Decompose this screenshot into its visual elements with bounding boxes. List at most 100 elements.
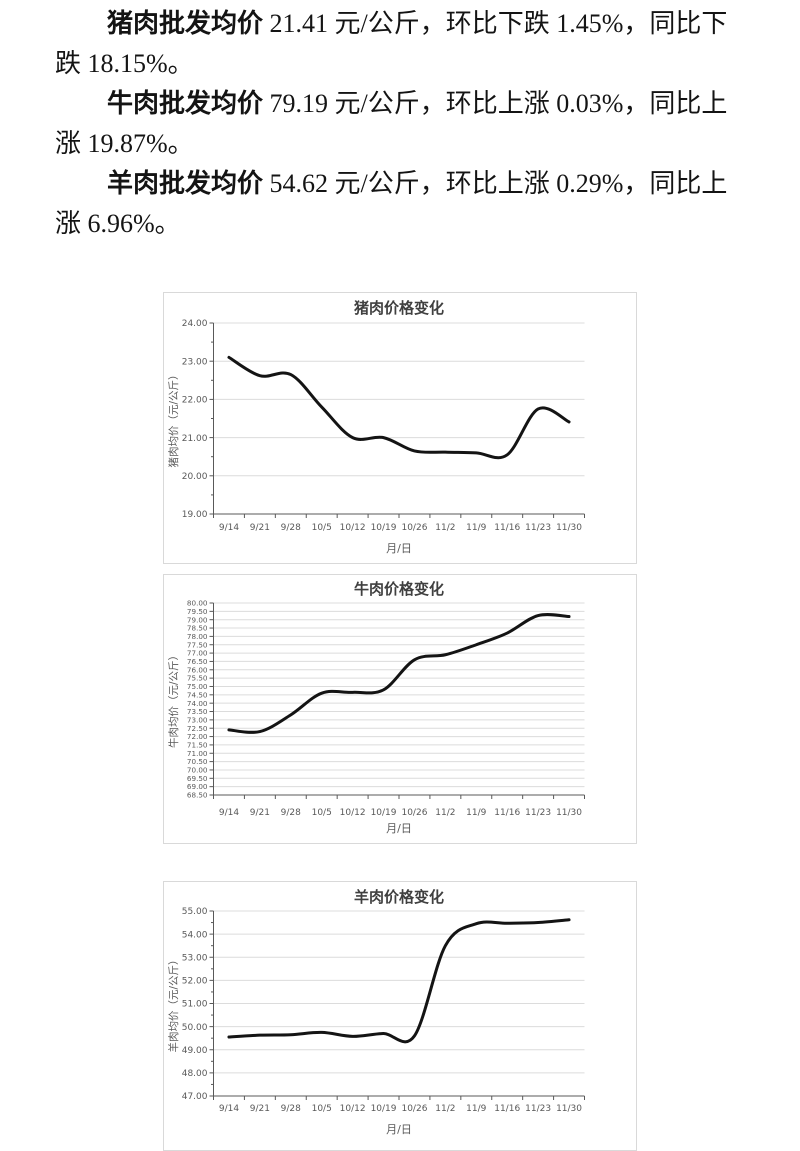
y-tick-label: 48.00 [182, 1069, 208, 1079]
y-tick-label: 74.50 [187, 690, 208, 699]
beef-summary-line-1: 牛肉批发均价 79.19 元/公斤，环比上涨 0.03%，同比上 [55, 84, 787, 124]
lamb-price-chart: 55.00 54.00 53.00 52.00 51.00 50.00 49.00 48.00… [163, 881, 637, 1151]
lamb-summary-line-1: 羊肉批发均价 54.62 元/公斤，环比上涨 0.29%，同比上 [55, 164, 787, 204]
y-tick-label: 75.00 [187, 682, 208, 691]
y-tick-label: 55.00 [182, 907, 208, 917]
x-tick-label: 11/9 [466, 523, 486, 533]
y-axis-title: 牛肉均价（元/公斤） [167, 650, 180, 748]
lamb-lead-label: 羊肉批发均价 [107, 169, 264, 198]
chart-title: 猪肉价格变化 [353, 299, 444, 317]
x-tick-label: 9/21 [250, 523, 270, 533]
y-tick-label: 70.50 [187, 757, 208, 766]
y-tick-label: 71.50 [187, 741, 208, 750]
price-line-series [227, 918, 571, 1044]
x-tick-label: 10/12 [340, 808, 366, 818]
x-tick-label: 11/2 [435, 808, 455, 818]
x-tick-label: 11/30 [556, 523, 582, 533]
y-axis-title: 猪肉均价（元/公斤） [167, 369, 180, 467]
beef-price-chart-svg: 80.0079.5079.0078.5078.0077.5077.0076.50… [167, 580, 585, 835]
beef-price-chart: 80.00 79.50 79.00 78.50 78.00 77.50 77.00 76.50… [163, 574, 637, 844]
x-tick-label: 9/28 [281, 808, 301, 818]
price-line-series [227, 612, 571, 734]
y-axis-title: 羊肉均价（元/公斤） [167, 954, 180, 1052]
y-tick-label: 74.00 [187, 699, 208, 708]
x-tick-label: 9/28 [281, 523, 301, 533]
y-tick-label: 76.50 [187, 657, 208, 666]
lamb-price-chart-svg: 55.00 54.00 53.00 52.00 51.00 50.00 49.00 48.00… [167, 888, 585, 1136]
lamb-summary-text-2: 涨 6.96%。 [55, 209, 181, 238]
x-tick-label: 10/19 [371, 523, 397, 533]
x-tick-label: 10/12 [340, 1104, 366, 1114]
y-tick-label: 79.50 [187, 607, 208, 616]
y-tick-label: 72.00 [187, 732, 208, 741]
y-tick-label: 71.00 [187, 749, 208, 758]
pork-price-chart: 24.00 23.00 22.00 21.00 20.00 19.00 9/14 9/21 9/… [163, 292, 637, 564]
x-tick-label: 10/19 [371, 1104, 397, 1114]
x-tick-label: 10/19 [371, 808, 397, 818]
x-tick-label: 10/5 [312, 808, 332, 818]
x-tick-label: 9/21 [250, 808, 270, 818]
x-tick-label: 11/16 [494, 808, 520, 818]
x-tick-label: 11/9 [466, 1104, 486, 1114]
y-tick-label: 68.50 [187, 791, 208, 800]
y-tick-label: 76.00 [187, 665, 208, 674]
y-tick-label: 73.00 [187, 715, 208, 724]
beef-summary-line-2: 涨 19.87%。 [55, 124, 787, 164]
y-tick-label: 23.00 [182, 357, 208, 367]
x-tick-label: 11/16 [494, 1104, 520, 1114]
x-axis-title: 月/日 [386, 542, 412, 555]
y-tick-label: 47.00 [182, 1092, 208, 1102]
y-tick-label: 79.00 [187, 615, 208, 624]
y-tick-label: 70.00 [187, 766, 208, 775]
x-tick-label: 10/12 [340, 523, 366, 533]
x-tick-label: 10/26 [401, 808, 427, 818]
y-tick-label: 49.00 [182, 1046, 208, 1056]
x-axis-title: 月/日 [386, 1123, 412, 1136]
pork-lead-label: 猪肉批发均价 [107, 9, 264, 38]
y-tick-label: 78.00 [187, 632, 208, 641]
pork-summary-text: 21.41 元/公斤，环比下跌 1.45%，同比下 [263, 9, 728, 38]
x-tick-label: 10/5 [312, 523, 332, 533]
y-tick-label: 78.50 [187, 624, 208, 633]
x-axis-title: 月/日 [386, 822, 412, 835]
x-tick-label: 11/30 [556, 1104, 582, 1114]
lamb-summary-line-2: 涨 6.96%。 [55, 204, 787, 244]
x-tick-label: 9/21 [250, 1104, 270, 1114]
x-tick-label: 11/23 [525, 1104, 551, 1114]
y-tick-label: 22.00 [182, 396, 208, 406]
y-tick-label: 24.00 [182, 319, 208, 329]
y-tick-label: 73.50 [187, 707, 208, 716]
x-tick-label: 9/14 [219, 523, 239, 533]
x-tick-label: 10/5 [312, 1104, 332, 1114]
y-tick-label: 51.00 [182, 1000, 208, 1010]
y-tick-label: 50.00 [182, 1023, 208, 1033]
lamb-summary-text: 54.62 元/公斤，环比上涨 0.29%，同比上 [263, 169, 728, 198]
y-tick-label: 75.50 [187, 674, 208, 683]
y-tick-label: 69.00 [187, 782, 208, 791]
x-tick-label: 9/14 [219, 1104, 239, 1114]
pork-summary-line-2: 跌 18.15%。 [55, 44, 787, 84]
price-line-series [227, 355, 571, 460]
x-tick-label: 9/14 [219, 808, 239, 818]
beef-summary-text: 79.19 元/公斤，环比上涨 0.03%，同比上 [263, 89, 728, 118]
y-tick-label: 80.00 [187, 599, 208, 608]
x-tick-label: 11/30 [556, 808, 582, 818]
x-tick-label: 10/26 [401, 1104, 427, 1114]
x-tick-label: 11/23 [525, 523, 551, 533]
y-tick-label: 20.00 [182, 472, 208, 482]
y-tick-label: 53.00 [182, 953, 208, 963]
pork-summary-text-2: 跌 18.15%。 [55, 49, 194, 78]
beef-summary-text-2: 涨 19.87%。 [55, 129, 194, 158]
x-tick-label: 11/2 [435, 523, 455, 533]
y-tick-label: 69.50 [187, 774, 208, 783]
x-tick-label: 10/26 [401, 523, 427, 533]
x-tick-label: 11/16 [494, 523, 520, 533]
y-tick-label: 77.00 [187, 649, 208, 658]
y-tick-label: 77.50 [187, 640, 208, 649]
pork-price-chart-svg: 24.00 23.00 22.00 21.00 20.00 19.00 9/14 9/21 9/… [167, 299, 585, 555]
beef-lead-label: 牛肉批发均价 [107, 89, 264, 118]
x-tick-label: 11/9 [466, 808, 486, 818]
x-tick-label: 11/2 [435, 1104, 455, 1114]
y-tick-label: 54.00 [182, 930, 208, 940]
y-tick-label: 72.50 [187, 724, 208, 733]
